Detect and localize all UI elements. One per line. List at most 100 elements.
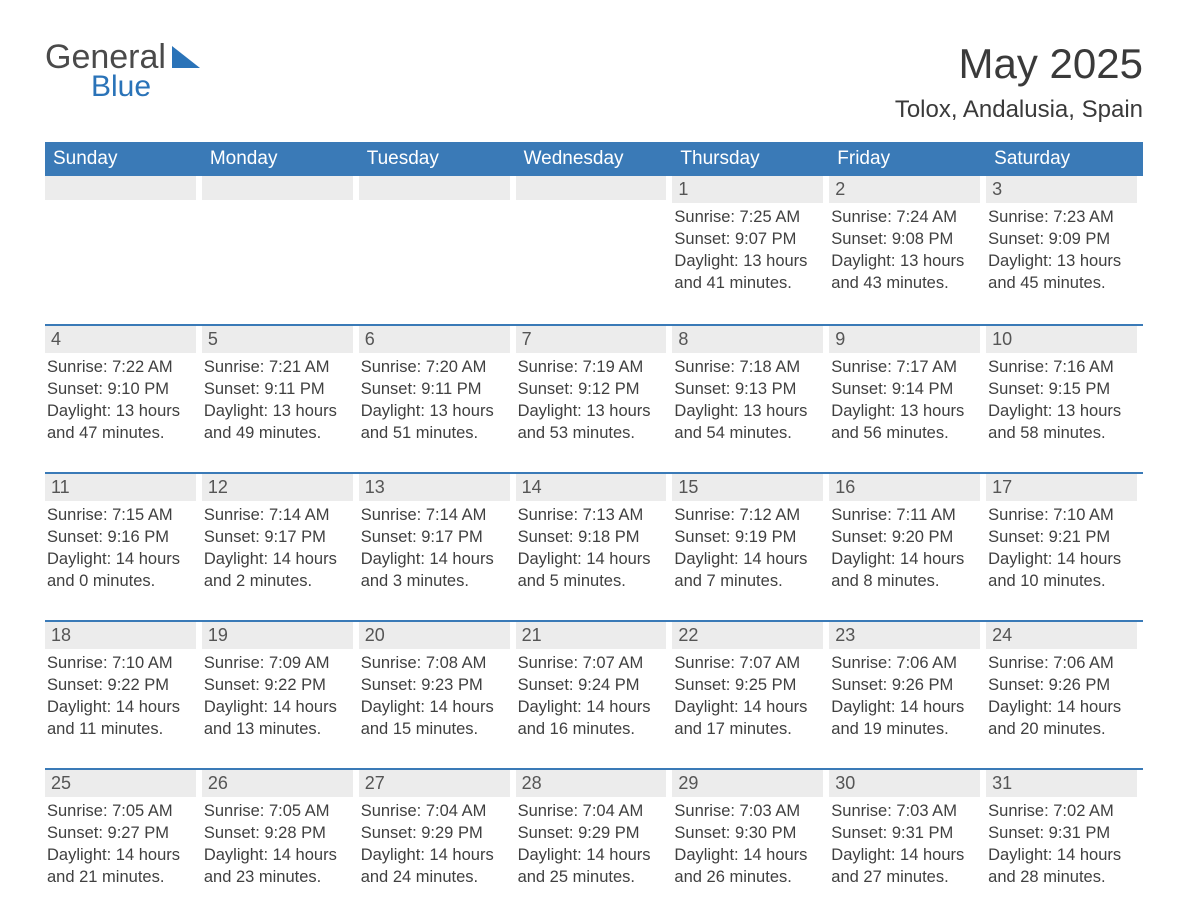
day-number: 10: [986, 326, 1137, 353]
sunset-line: Sunset: 9:31 PM: [988, 823, 1137, 844]
day-body: Sunrise: 7:05 AMSunset: 9:28 PMDaylight:…: [202, 801, 353, 888]
header: General Blue May 2025 Tolox, Andalusia, …: [45, 40, 1143, 124]
day-body: Sunrise: 7:02 AMSunset: 9:31 PMDaylight:…: [986, 801, 1137, 888]
daylight-line-2: and 15 minutes.: [361, 719, 510, 740]
daylight-line-2: and 43 minutes.: [831, 273, 980, 294]
sunrise-line: Sunrise: 7:03 AM: [831, 801, 980, 822]
dow-monday: Monday: [202, 142, 359, 176]
day-number: 16: [829, 474, 980, 501]
daylight-line-2: and 47 minutes.: [47, 423, 196, 444]
daylight-line-2: and 26 minutes.: [674, 867, 823, 888]
daylight-line-1: Daylight: 13 hours: [518, 401, 667, 422]
daylight-line-2: and 10 minutes.: [988, 571, 1137, 592]
sunrise-line: Sunrise: 7:20 AM: [361, 357, 510, 378]
sunrise-line: Sunrise: 7:05 AM: [204, 801, 353, 822]
week-row: 4Sunrise: 7:22 AMSunset: 9:10 PMDaylight…: [45, 324, 1143, 472]
daylight-line-1: Daylight: 14 hours: [361, 549, 510, 570]
sunset-line: Sunset: 9:29 PM: [518, 823, 667, 844]
sunset-line: Sunset: 9:30 PM: [674, 823, 823, 844]
day-cell: 29 Sunrise: 7:03 AMSunset: 9:30 PMDayligh…: [672, 770, 829, 916]
day-cell: 6Sunrise: 7:20 AMSunset: 9:11 PMDaylight…: [359, 326, 516, 472]
day-body: Sunrise: 7:03 AMSunset: 9:31 PMDaylight:…: [829, 801, 980, 888]
day-cell: 2Sunrise: 7:24 AMSunset: 9:08 PMDaylight…: [829, 176, 986, 324]
sunrise-line: Sunrise: 7:08 AM: [361, 653, 510, 674]
day-number: 25: [45, 770, 196, 797]
sunset-line: Sunset: 9:09 PM: [988, 229, 1137, 250]
daylight-line-2: and 27 minutes.: [831, 867, 980, 888]
day-body: Sunrise: 7:05 AMSunset: 9:27 PMDaylight:…: [45, 801, 196, 888]
day-number: [516, 176, 667, 200]
logo-triangle-icon: [172, 46, 200, 68]
daylight-line-1: Daylight: 14 hours: [47, 845, 196, 866]
sunset-line: Sunset: 9:11 PM: [361, 379, 510, 400]
day-number: 20: [359, 622, 510, 649]
day-number: 15: [672, 474, 823, 501]
daylight-line-1: Daylight: 13 hours: [831, 251, 980, 272]
daylight-line-2: and 3 minutes.: [361, 571, 510, 592]
sunrise-line: Sunrise: 7:17 AM: [831, 357, 980, 378]
day-number: 14: [516, 474, 667, 501]
day-cell: 11Sunrise: 7:15 AMSunset: 9:16 PMDayligh…: [45, 474, 202, 620]
sunset-line: Sunset: 9:12 PM: [518, 379, 667, 400]
daylight-line-1: Daylight: 13 hours: [988, 401, 1137, 422]
sunset-line: Sunset: 9:19 PM: [674, 527, 823, 548]
sunset-line: Sunset: 9:10 PM: [47, 379, 196, 400]
sunset-line: Sunset: 9:13 PM: [674, 379, 823, 400]
day-cell: 18Sunrise: 7:10 AMSunset: 9:22 PMDayligh…: [45, 622, 202, 768]
day-number: 24: [986, 622, 1137, 649]
day-number: 30: [829, 770, 980, 797]
day-body: Sunrise: 7:16 AMSunset: 9:15 PMDaylight:…: [986, 357, 1137, 444]
day-number: 8: [672, 326, 823, 353]
day-number: 28: [516, 770, 667, 797]
day-number: [202, 176, 353, 200]
daylight-line-1: Daylight: 14 hours: [204, 697, 353, 718]
day-body: Sunrise: 7:04 AMSunset: 9:29 PMDaylight:…: [516, 801, 667, 888]
day-body: Sunrise: 7:03 AMSunset: 9:30 PMDaylight:…: [672, 801, 823, 888]
daylight-line-1: Daylight: 13 hours: [831, 401, 980, 422]
day-number: 7: [516, 326, 667, 353]
daylight-line-2: and 11 minutes.: [47, 719, 196, 740]
day-number: 29: [672, 770, 823, 797]
daylight-line-1: Daylight: 14 hours: [674, 697, 823, 718]
sunrise-line: Sunrise: 7:23 AM: [988, 207, 1137, 228]
sunset-line: Sunset: 9:25 PM: [674, 675, 823, 696]
day-body: Sunrise: 7:09 AMSunset: 9:22 PMDaylight:…: [202, 653, 353, 740]
sunrise-line: Sunrise: 7:22 AM: [47, 357, 196, 378]
sunset-line: Sunset: 9:21 PM: [988, 527, 1137, 548]
daylight-line-1: Daylight: 14 hours: [831, 549, 980, 570]
daylight-line-1: Daylight: 14 hours: [47, 549, 196, 570]
sunrise-line: Sunrise: 7:06 AM: [988, 653, 1137, 674]
day-number: 17: [986, 474, 1137, 501]
daylight-line-2: and 23 minutes.: [204, 867, 353, 888]
daylight-line-1: Daylight: 14 hours: [204, 845, 353, 866]
sunrise-line: Sunrise: 7:19 AM: [518, 357, 667, 378]
sunrise-line: Sunrise: 7:13 AM: [518, 505, 667, 526]
day-body: Sunrise: 7:24 AMSunset: 9:08 PMDaylight:…: [829, 207, 980, 294]
daylight-line-2: and 5 minutes.: [518, 571, 667, 592]
day-number: 22: [672, 622, 823, 649]
sunset-line: Sunset: 9:11 PM: [204, 379, 353, 400]
day-number: 23: [829, 622, 980, 649]
daylight-line-2: and 54 minutes.: [674, 423, 823, 444]
day-body: Sunrise: 7:14 AMSunset: 9:17 PMDaylight:…: [202, 505, 353, 592]
daylight-line-2: and 8 minutes.: [831, 571, 980, 592]
sunrise-line: Sunrise: 7:25 AM: [674, 207, 823, 228]
daylight-line-2: and 25 minutes.: [518, 867, 667, 888]
day-cell: 17Sunrise: 7:10 AMSunset: 9:21 PMDayligh…: [986, 474, 1143, 620]
sunset-line: Sunset: 9:23 PM: [361, 675, 510, 696]
day-body: Sunrise: 7:06 AMSunset: 9:26 PMDaylight:…: [829, 653, 980, 740]
sunset-line: Sunset: 9:17 PM: [204, 527, 353, 548]
location: Tolox, Andalusia, Spain: [895, 96, 1143, 124]
dow-thursday: Thursday: [672, 142, 829, 176]
sunset-line: Sunset: 9:27 PM: [47, 823, 196, 844]
daylight-line-2: and 7 minutes.: [674, 571, 823, 592]
sunrise-line: Sunrise: 7:15 AM: [47, 505, 196, 526]
day-body: Sunrise: 7:15 AMSunset: 9:16 PMDaylight:…: [45, 505, 196, 592]
week-row: 25Sunrise: 7:05 AMSunset: 9:27 PMDayligh…: [45, 768, 1143, 916]
sunset-line: Sunset: 9:14 PM: [831, 379, 980, 400]
day-number: 5: [202, 326, 353, 353]
daylight-line-2: and 53 minutes.: [518, 423, 667, 444]
day-number: 18: [45, 622, 196, 649]
day-cell: 28 Sunrise: 7:04 AMSunset: 9:29 PMDayligh…: [516, 770, 673, 916]
daylight-line-1: Daylight: 13 hours: [361, 401, 510, 422]
